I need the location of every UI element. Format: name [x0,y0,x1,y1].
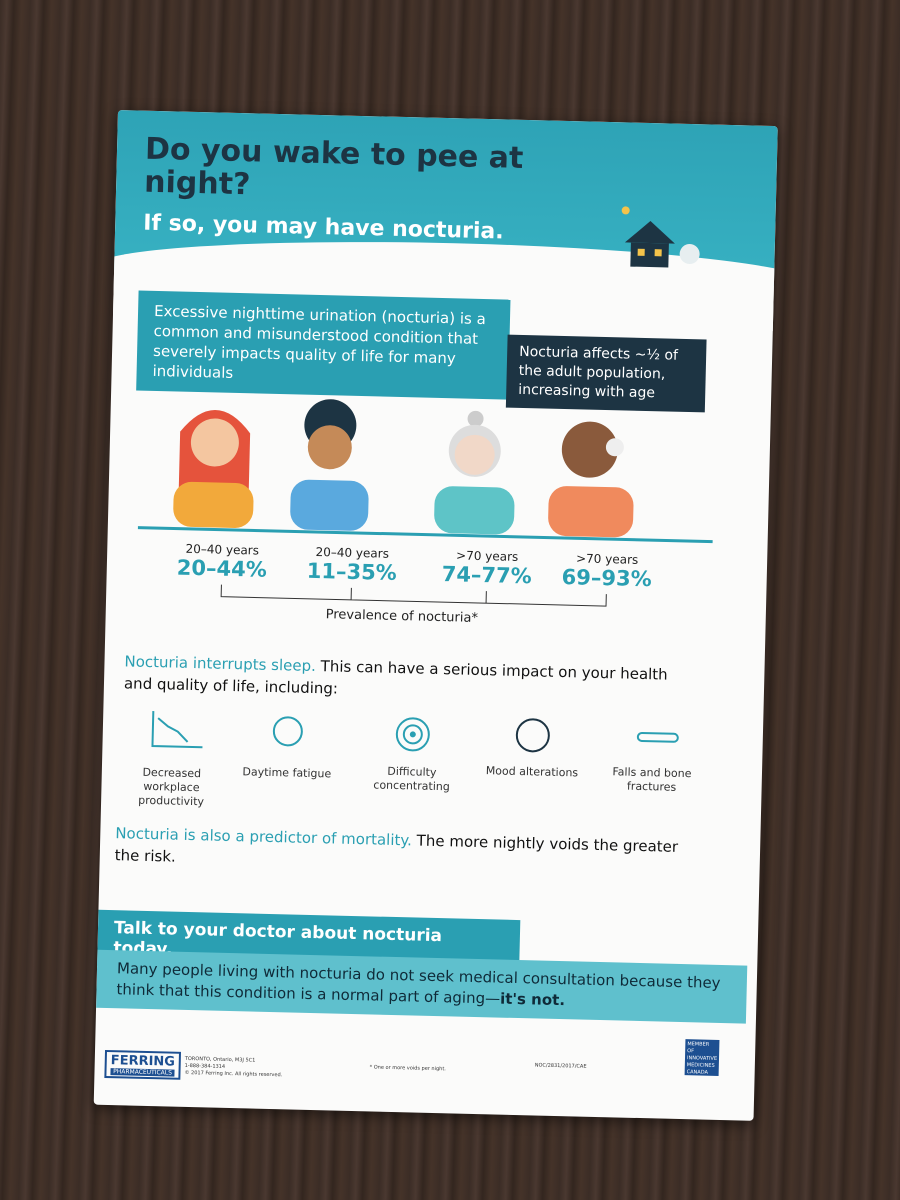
logo: FERRING PHARMACEUTICALS [104,1049,182,1080]
impact-icons [151,711,679,753]
emphasis: it's not. [499,989,566,1010]
logo-text: FERRING [110,1053,176,1070]
logo-sub: PHARMACEUTICALS [110,1068,175,1077]
headline: Do you wake to pee at night? [143,131,524,203]
prevalence-label: Prevalence of nocturia* [325,607,479,626]
prevalence-range: 74–77% [441,562,533,589]
address-line: © 2017 Ferring Inc. All rights reserved. [184,1069,283,1079]
prevalence-range: 20–44% [176,555,268,582]
bracket [220,584,607,607]
badge: MEMBER OF INNOVATIVE MEDICINES CANADA [684,1039,720,1076]
footnote: * One or more voids per night. [369,1064,446,1073]
impact-label: Falls and bone fractures [612,765,692,794]
poster: Do you wake to pee at night? If so, you … [93,110,778,1121]
prevalence-range: 11–35% [306,558,398,585]
text: Many people living with nocturia do not … [116,959,721,1008]
mortality-text: Nocturia is also a predictor of mortalit… [115,822,696,880]
house-icon [621,206,700,268]
lead: Nocturia is also a predictor of mortalit… [115,824,413,850]
impact-label: Mood alterations [485,764,579,780]
people-illustration [137,399,713,544]
impact-label: Difficulty concentrating [373,764,450,794]
note-banner: Many people living with nocturia do not … [96,949,748,1024]
callout: Excessive nighttime urination (nocturia)… [136,290,511,400]
impact-label: Decreased workplace productivity [138,765,205,809]
code: NOC/2831/2017/CAE [534,1062,587,1070]
impact-label: Daytime fatigue [242,765,332,781]
sleep-text: Nocturia interrupts sleep. This can have… [124,650,685,708]
lead: Nocturia interrupts sleep. [124,652,317,675]
address: TORONTO, Ontario, M3J 5C1 1-888-384-1314… [184,1056,282,1079]
prevalence-range: 69–93% [561,564,652,592]
